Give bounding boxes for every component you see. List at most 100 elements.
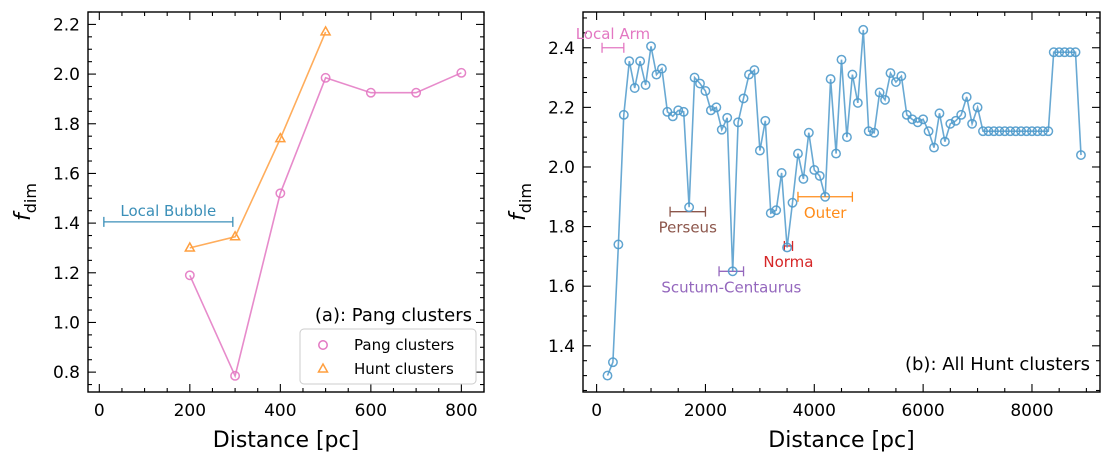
data-point — [988, 126, 999, 137]
legend-entry: Hunt clusters — [354, 360, 454, 378]
data-point — [771, 205, 782, 216]
data-point — [711, 102, 722, 113]
data-point — [184, 241, 196, 252]
data-point — [602, 370, 613, 381]
x-tick-label: 6000 — [901, 401, 944, 421]
data-point — [678, 106, 689, 117]
y-tick-label: 1.2 — [53, 264, 80, 284]
data-point — [950, 115, 961, 126]
data-point — [972, 102, 983, 113]
data-point — [646, 41, 656, 52]
data-point — [836, 54, 847, 65]
legend-frame — [299, 328, 477, 385]
y-tick-label: 1.6 — [53, 164, 80, 184]
data-point — [635, 56, 646, 67]
data-point — [896, 71, 907, 82]
data-point — [184, 270, 195, 281]
data-point — [880, 94, 890, 105]
data-point — [1059, 47, 1070, 58]
data-point — [874, 87, 885, 98]
data-point — [961, 91, 972, 102]
data-point — [673, 105, 684, 116]
y-axis-label-main: f — [11, 210, 36, 221]
data-point — [820, 191, 831, 202]
data-point — [798, 173, 809, 184]
data-point — [945, 118, 956, 129]
legend: Pang clusters Hunt clusters — [299, 328, 477, 385]
data-point — [618, 109, 629, 120]
x-tick-label: 200 — [174, 401, 206, 421]
y-axis-label-sub: dim — [516, 183, 535, 213]
data-point — [700, 86, 711, 96]
panel-a: 0 200 400 600 800 0.8 1.0 1.2 1.4 1.6 1.8 2.0 2.2 Dis… — [11, 11, 485, 453]
data-point — [934, 108, 945, 119]
y-tick-label: 1.0 — [53, 313, 80, 333]
data-point — [1043, 126, 1054, 137]
x-tick-label: 2000 — [684, 401, 727, 421]
data-point — [1054, 47, 1065, 58]
data-point — [738, 93, 749, 104]
legend-entry: Pang clusters — [354, 336, 454, 354]
data-point — [684, 202, 695, 213]
annotation-label: Outer — [804, 204, 847, 222]
panel-b: 0 2000 4000 6000 8000 1.4 1.6 1.8 2.0 2.2 2.4 Dista… — [506, 11, 1101, 453]
data-point — [787, 197, 798, 208]
y-tick-label: 2.2 — [53, 15, 80, 35]
data-point — [967, 118, 978, 129]
plot-frame — [87, 11, 485, 393]
data-point — [852, 97, 863, 108]
data-point — [651, 69, 662, 80]
legend-marker-circle — [318, 340, 328, 350]
data-point — [320, 72, 331, 83]
data-point — [607, 357, 618, 368]
data-point — [230, 370, 241, 381]
data-point — [1032, 126, 1043, 137]
data-point — [1065, 47, 1076, 58]
data-point — [858, 24, 869, 35]
x-tick-label: 800 — [445, 401, 477, 421]
data-point — [999, 126, 1010, 137]
data-point — [727, 266, 738, 277]
data-point — [1027, 126, 1037, 137]
data-point — [695, 78, 705, 89]
panel-label: (a): Pang clusters — [315, 305, 472, 326]
data-point — [1076, 150, 1086, 161]
data-point — [722, 112, 733, 123]
data-point — [319, 25, 332, 36]
data-point — [939, 136, 950, 147]
data-point — [629, 83, 640, 93]
y-tick-label: 2.4 — [548, 39, 575, 59]
data-point — [749, 65, 760, 76]
y-tick-label: 1.8 — [53, 115, 80, 135]
data-point — [776, 167, 787, 178]
panel-label: (b): All Hunt clusters — [905, 354, 1090, 375]
annotation-label: Perseus — [659, 219, 717, 237]
data-point — [229, 230, 241, 241]
data-point — [831, 148, 842, 159]
y-tick-label: 1.8 — [548, 218, 575, 238]
data-point — [890, 77, 901, 87]
x-tick-label: 8000 — [1010, 401, 1053, 421]
data-point — [869, 127, 880, 138]
series-line — [189, 31, 327, 249]
data-point — [956, 109, 967, 120]
data-point — [809, 165, 820, 175]
data-point — [929, 142, 939, 153]
data-point — [760, 115, 771, 126]
data-point — [624, 56, 635, 67]
data-point — [847, 69, 858, 80]
series-hunt-clusters — [184, 25, 332, 252]
y-tick-label: 1.6 — [548, 277, 575, 297]
x-tick-label: 600 — [355, 401, 387, 421]
x-tick-label: 4000 — [793, 401, 836, 421]
data-point — [803, 127, 814, 138]
y-tick-label: 2.0 — [548, 158, 575, 178]
data-point — [885, 68, 896, 79]
x-axis-label: Distance [pc] — [213, 428, 359, 453]
data-point — [456, 67, 467, 78]
data-point — [1070, 47, 1081, 58]
annotation-label: Local Arm — [576, 25, 650, 43]
x-tick-label: 0 — [591, 401, 602, 421]
data-point — [983, 126, 994, 137]
